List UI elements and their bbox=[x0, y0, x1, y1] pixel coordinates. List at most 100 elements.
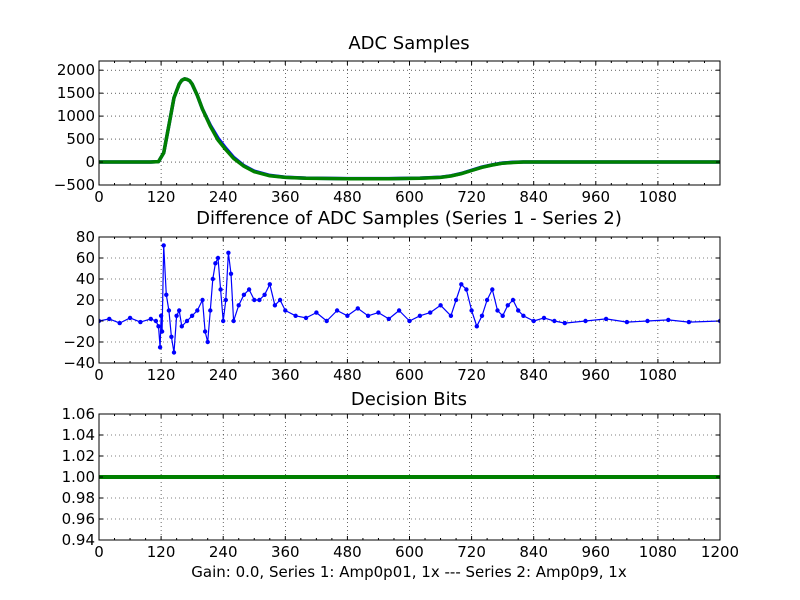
data-point bbox=[184, 318, 190, 324]
x-tick-label: 720 bbox=[457, 188, 486, 206]
data-point bbox=[215, 255, 221, 261]
data-point bbox=[459, 282, 464, 287]
data-point bbox=[293, 313, 298, 318]
x-tick-label: 960 bbox=[581, 366, 610, 384]
data-point bbox=[428, 310, 433, 315]
data-point bbox=[158, 313, 164, 318]
data-point bbox=[164, 292, 169, 297]
x-tick-label: 360 bbox=[271, 188, 300, 206]
data-point bbox=[386, 316, 391, 322]
x-tick-label: 1080 bbox=[639, 366, 677, 384]
data-point bbox=[174, 313, 179, 318]
x-tick-label: 240 bbox=[209, 543, 238, 561]
x-tick-label: 480 bbox=[333, 366, 362, 384]
data-point bbox=[241, 292, 247, 297]
x-tick-label: 1200 bbox=[701, 543, 739, 561]
x-tick-label: 120 bbox=[147, 543, 176, 561]
data-point bbox=[189, 313, 195, 318]
data-point bbox=[407, 318, 412, 324]
x-tick-label: 360 bbox=[271, 543, 300, 561]
series-line-series-2 bbox=[99, 77, 720, 181]
data-point bbox=[171, 350, 177, 355]
y-tick-label: 1000 bbox=[57, 107, 95, 125]
data-point bbox=[179, 324, 184, 329]
x-tick-label: 120 bbox=[147, 366, 176, 384]
data-point bbox=[127, 315, 133, 321]
adc-samples-panel: ADC Samples 0 120 240 360 480 600 720 840 960 108… bbox=[54, 33, 721, 206]
difference-title: Difference of ADC Samples (Series 1 - Se… bbox=[196, 208, 622, 229]
x-tick-label: 600 bbox=[395, 366, 424, 384]
data-point bbox=[200, 297, 205, 303]
y-tick-label: 0.96 bbox=[62, 510, 95, 528]
x-tick-label: 0 bbox=[94, 366, 104, 384]
data-point bbox=[205, 339, 210, 345]
data-point bbox=[252, 297, 257, 303]
data-point bbox=[277, 297, 283, 303]
x-tick-label: 480 bbox=[333, 543, 362, 561]
y-tick-label: −20 bbox=[63, 333, 95, 351]
data-point bbox=[159, 329, 165, 334]
data-point bbox=[166, 308, 172, 313]
y-tick-label: 2000 bbox=[57, 61, 95, 79]
x-tick-label: 840 bbox=[519, 543, 548, 561]
data-point bbox=[210, 276, 215, 282]
y-tick-label: 0 bbox=[85, 153, 95, 171]
y-tick-label: 1500 bbox=[57, 84, 95, 102]
data-point bbox=[161, 243, 166, 248]
data-point bbox=[195, 308, 200, 313]
y-tick-label: 0 bbox=[85, 312, 95, 330]
data-point bbox=[231, 318, 236, 324]
data-point bbox=[469, 308, 474, 313]
data-point bbox=[221, 318, 226, 324]
data-point bbox=[479, 313, 485, 318]
data-point bbox=[531, 318, 536, 324]
data-point bbox=[376, 310, 381, 315]
y-tick-label: 1.02 bbox=[62, 447, 95, 465]
y-tick-label: 60 bbox=[76, 249, 95, 267]
data-point bbox=[272, 303, 278, 308]
data-point bbox=[236, 303, 241, 308]
data-point bbox=[645, 318, 650, 324]
data-point bbox=[464, 287, 469, 292]
data-point bbox=[226, 250, 231, 255]
data-point bbox=[257, 297, 262, 303]
y-tick-label: 500 bbox=[66, 130, 95, 148]
y-tick-label: 1.00 bbox=[62, 468, 95, 486]
data-point bbox=[303, 315, 309, 321]
data-point bbox=[223, 297, 228, 303]
data-point bbox=[177, 308, 182, 313]
data-point bbox=[541, 315, 547, 321]
data-point bbox=[510, 297, 516, 303]
x-tick-label: 840 bbox=[519, 366, 548, 384]
data-point bbox=[396, 308, 402, 313]
decision-bits-panel: Decision Bits 0 120 240 360 480 600 720 840 960 1… bbox=[62, 389, 740, 561]
data-point bbox=[521, 313, 526, 318]
data-point bbox=[438, 303, 443, 308]
data-point bbox=[345, 313, 350, 318]
data-point bbox=[603, 316, 609, 322]
data-point bbox=[148, 316, 153, 322]
data-point bbox=[202, 329, 208, 334]
data-point bbox=[156, 324, 161, 329]
data-point bbox=[153, 318, 159, 324]
data-point bbox=[355, 306, 360, 311]
figure-xlabel: Gain: 0.0, Series 1: Amp0p01, 1x --- Ser… bbox=[191, 563, 627, 581]
x-tick-label: 360 bbox=[271, 366, 300, 384]
y-tick-label: 80 bbox=[76, 228, 95, 246]
data-point bbox=[267, 282, 272, 287]
x-tick-label: 720 bbox=[457, 366, 486, 384]
y-tick-label: −500 bbox=[54, 176, 95, 194]
data-point bbox=[208, 308, 213, 313]
x-tick-label: 600 bbox=[395, 188, 424, 206]
x-tick-label: 0 bbox=[94, 543, 104, 561]
data-point bbox=[218, 287, 223, 292]
data-point bbox=[686, 319, 692, 325]
data-point bbox=[417, 313, 423, 318]
data-point bbox=[138, 319, 143, 325]
data-point bbox=[117, 320, 122, 326]
data-point bbox=[246, 287, 252, 292]
y-tick-label: 40 bbox=[76, 270, 95, 288]
data-point bbox=[516, 308, 521, 313]
data-point bbox=[453, 297, 459, 303]
